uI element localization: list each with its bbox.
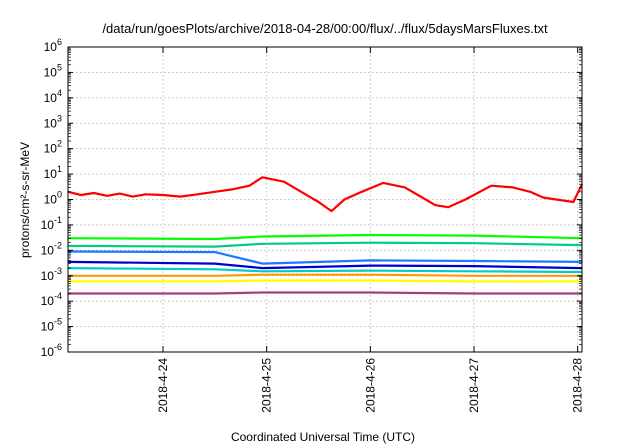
- x-tick-label: 2018-4-25: [260, 358, 274, 413]
- grid-layer: [68, 47, 582, 352]
- series-layer: [67, 176, 583, 295]
- x-axis-label: Coordinated Universal Time (UTC): [231, 430, 415, 444]
- series-line: [68, 279, 582, 283]
- x-tick-label: 2018-4-27: [467, 358, 481, 413]
- series-line: [68, 291, 582, 295]
- series-line: [67, 233, 583, 241]
- series-line: [68, 273, 582, 277]
- x-tick-label: 2018-4-28: [571, 358, 585, 413]
- y-tick-label: 102: [44, 139, 62, 156]
- y-axis-label: protons/cm²-s-sr-MeV: [18, 142, 32, 258]
- y-tick-label: 10-5: [41, 317, 62, 334]
- y-tick-label: 103: [44, 113, 62, 130]
- chart-title: /data/run/goesPlots/archive/2018-04-28/0…: [102, 21, 548, 36]
- y-tick-label: 101: [44, 164, 62, 181]
- x-tick-label: 2018-4-26: [363, 358, 377, 413]
- y-tick-label: 100: [44, 190, 62, 207]
- series-line: [67, 267, 583, 274]
- series-line: [67, 250, 583, 265]
- y-tick-label: 10-4: [41, 291, 62, 308]
- y-tick-label: 105: [44, 62, 62, 79]
- y-tick-label: 106: [44, 37, 62, 54]
- series-line: [67, 260, 583, 270]
- y-tick-label: 104: [44, 88, 62, 105]
- series-line: [67, 176, 583, 213]
- x-tick-label: 2018-4-24: [156, 358, 170, 413]
- y-tick-label: 10-3: [41, 266, 62, 283]
- y-tick-label: 10-1: [41, 215, 62, 232]
- series-line: [67, 241, 583, 248]
- tick-layer: 10-6 10-5 10-4 10-3 10-2 10-1 100 101 102 103 104 1…: [41, 37, 585, 413]
- y-tick-label: 10-6: [41, 342, 62, 359]
- y-tick-label: 10-2: [41, 240, 62, 257]
